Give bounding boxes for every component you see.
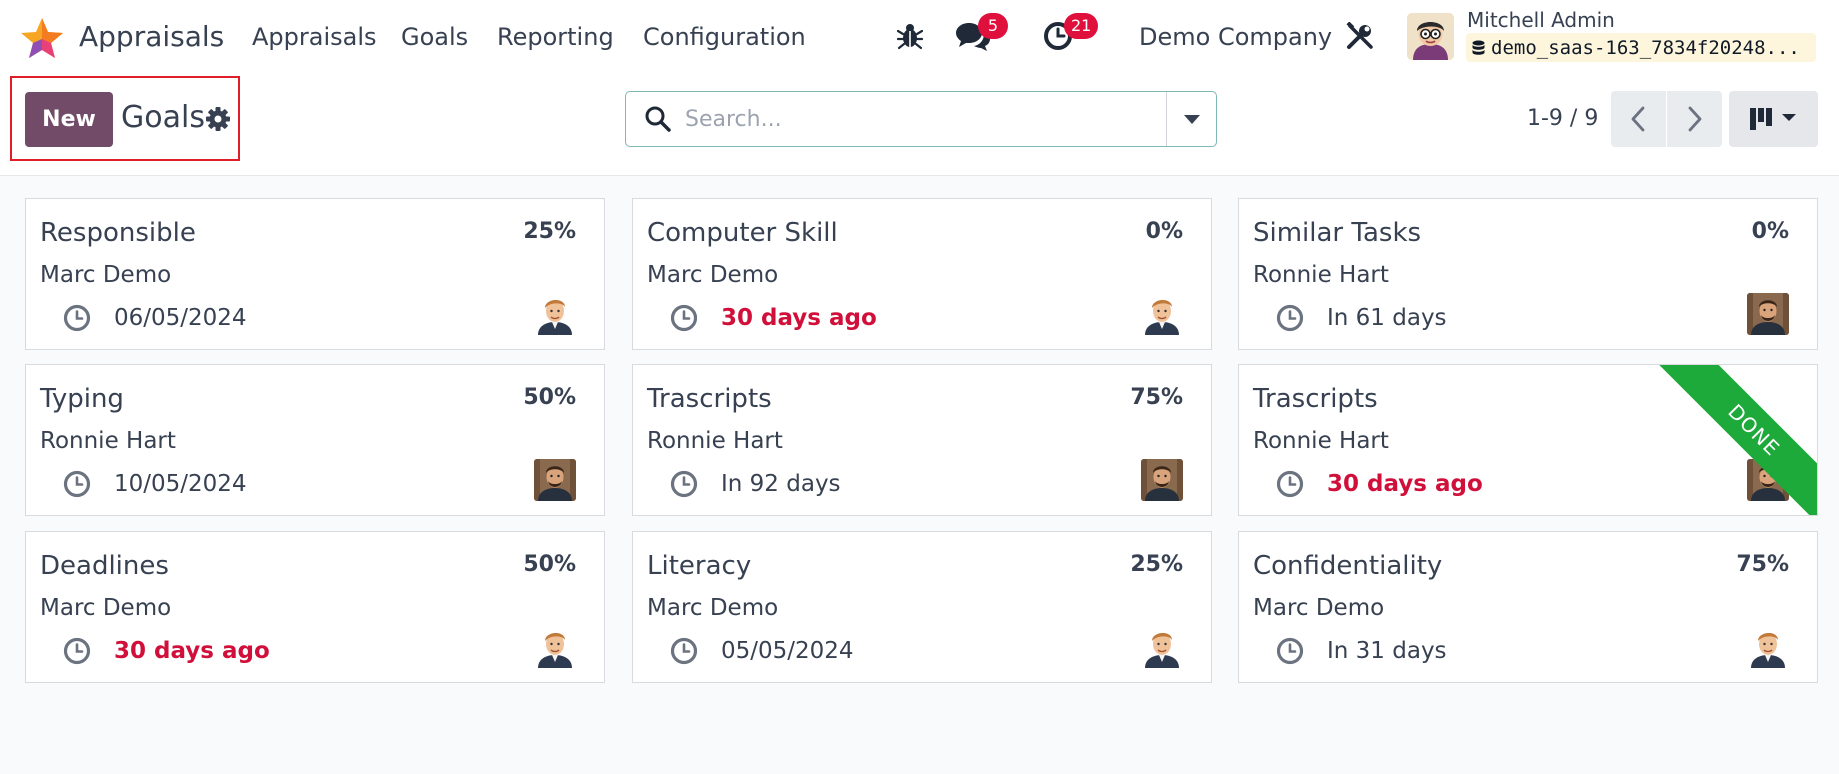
new-button[interactable]: New: [25, 92, 113, 147]
kanban-view-icon: [1750, 108, 1796, 130]
employee-avatar[interactable]: [534, 293, 576, 335]
goal-progress: 25%: [1130, 552, 1183, 577]
goal-deadline: In 92 days: [721, 471, 841, 497]
chevron-left-icon: [1631, 106, 1645, 132]
employee-avatar[interactable]: [1747, 293, 1789, 335]
database-icon: [1472, 40, 1485, 55]
goal-deadline: 30 days ago: [721, 305, 877, 331]
goal-employee: Marc Demo: [1253, 595, 1385, 621]
database-chip: demo_saas-163_7834f20248...: [1466, 33, 1816, 62]
breadcrumb-title: Goals: [121, 100, 205, 135]
goal-deadline: 30 days ago: [114, 638, 270, 664]
goal-deadline: 06/05/2024: [114, 305, 247, 331]
clock-icon[interactable]: [670, 637, 698, 665]
goal-title: Similar Tasks: [1253, 218, 1422, 248]
goal-employee: Marc Demo: [40, 262, 172, 288]
goal-card[interactable]: Deadlines 50% Marc Demo 30 days ago: [25, 531, 605, 683]
pager-next-button[interactable]: [1667, 91, 1722, 147]
menu-appraisals[interactable]: Appraisals: [252, 23, 377, 51]
caret-down-icon: [1184, 115, 1200, 124]
clock-icon[interactable]: [670, 470, 698, 498]
clock-icon[interactable]: [670, 304, 698, 332]
goal-card[interactable]: Computer Skill 0% Marc Demo 30 days ago: [632, 198, 1212, 350]
employee-avatar[interactable]: [534, 626, 576, 668]
clock-icon[interactable]: [1276, 470, 1304, 498]
clock-icon[interactable]: [1276, 637, 1304, 665]
clock-icon[interactable]: [63, 304, 91, 332]
goal-employee: Ronnie Hart: [40, 428, 176, 454]
user-avatar[interactable]: [1407, 13, 1454, 60]
search-input[interactable]: [685, 101, 1145, 137]
goal-card[interactable]: Typing 50% Ronnie Hart 10/05/2024: [25, 364, 605, 516]
clock-icon[interactable]: [63, 470, 91, 498]
goal-progress: 25%: [523, 219, 576, 244]
goal-card[interactable]: Literacy 25% Marc Demo 05/05/2024: [632, 531, 1212, 683]
highlight-box: [10, 76, 240, 161]
goal-title: Trascripts: [647, 384, 772, 414]
pager-previous-button[interactable]: [1611, 91, 1666, 147]
goal-employee: Ronnie Hart: [1253, 262, 1389, 288]
search-divider: [1166, 92, 1167, 146]
employee-avatar[interactable]: [1141, 626, 1183, 668]
goal-title: Trascripts: [1253, 384, 1378, 414]
chevron-right-icon: [1688, 106, 1702, 132]
bug-icon[interactable]: [897, 22, 923, 50]
app-title[interactable]: Appraisals: [79, 20, 225, 53]
employee-avatar[interactable]: [1141, 293, 1183, 335]
goal-title: Deadlines: [40, 551, 169, 581]
goal-employee: Marc Demo: [40, 595, 172, 621]
goal-title: Confidentiality: [1253, 551, 1443, 581]
goal-card[interactable]: Similar Tasks 0% Ronnie Hart In 61 days: [1238, 198, 1818, 350]
goal-progress: 75%: [1130, 385, 1183, 410]
goal-deadline: 10/05/2024: [114, 471, 247, 497]
employee-avatar[interactable]: [1141, 459, 1183, 501]
goal-progress: 0%: [1145, 219, 1183, 244]
goal-deadline: In 61 days: [1327, 305, 1447, 331]
goal-employee: Ronnie Hart: [1253, 428, 1389, 454]
goal-card[interactable]: Confidentiality 75% Marc Demo In 31 days: [1238, 531, 1818, 683]
goal-progress: 50%: [523, 552, 576, 577]
app-logo-icon[interactable]: [20, 17, 64, 59]
company-switcher[interactable]: Demo Company: [1139, 23, 1333, 51]
goal-employee: Ronnie Hart: [647, 428, 783, 454]
activities-badge: 21: [1064, 13, 1099, 39]
gear-icon[interactable]: [205, 106, 231, 132]
goal-card[interactable]: Responsible 25% Marc Demo 06/05/2024: [25, 198, 605, 350]
goal-progress: 50%: [523, 385, 576, 410]
goal-deadline: 30 days ago: [1327, 471, 1483, 497]
goal-employee: Marc Demo: [647, 595, 779, 621]
search-options-toggle[interactable]: [1167, 92, 1217, 146]
done-ribbon: DONE: [1657, 365, 1817, 515]
user-name[interactable]: Mitchell Admin: [1467, 8, 1615, 32]
search-bar: [625, 91, 1217, 147]
view-switcher-button[interactable]: [1729, 91, 1818, 147]
goal-progress: 75%: [1736, 552, 1789, 577]
menu-configuration[interactable]: Configuration: [643, 23, 806, 51]
clock-icon[interactable]: [1276, 304, 1304, 332]
goal-deadline: 05/05/2024: [721, 638, 854, 664]
search-icon: [645, 106, 671, 132]
goal-employee: Marc Demo: [647, 262, 779, 288]
menu-reporting[interactable]: Reporting: [497, 23, 614, 51]
goal-title: Typing: [40, 384, 124, 414]
database-name: demo_saas-163_7834f20248...: [1491, 36, 1800, 59]
top-navbar: Appraisals Appraisals Goals Reporting Co…: [0, 0, 1839, 74]
pager-value[interactable]: 1-9 / 9: [1527, 106, 1599, 131]
goal-progress: 0%: [1751, 219, 1789, 244]
goal-title: Responsible: [40, 218, 196, 248]
messages-badge: 5: [978, 13, 1008, 39]
menu-goals[interactable]: Goals: [401, 23, 469, 51]
goal-card[interactable]: Trascripts 75% Ronnie Hart In 92 days: [632, 364, 1212, 516]
goal-title: Computer Skill: [647, 218, 838, 248]
tools-icon[interactable]: [1346, 22, 1374, 50]
goal-deadline: In 31 days: [1327, 638, 1447, 664]
employee-avatar[interactable]: [534, 459, 576, 501]
employee-avatar[interactable]: [1747, 626, 1789, 668]
clock-icon[interactable]: [63, 637, 91, 665]
goal-title: Literacy: [647, 551, 752, 581]
goal-card[interactable]: Trascripts Ronnie Hart 30 days ago DONE: [1238, 364, 1818, 516]
